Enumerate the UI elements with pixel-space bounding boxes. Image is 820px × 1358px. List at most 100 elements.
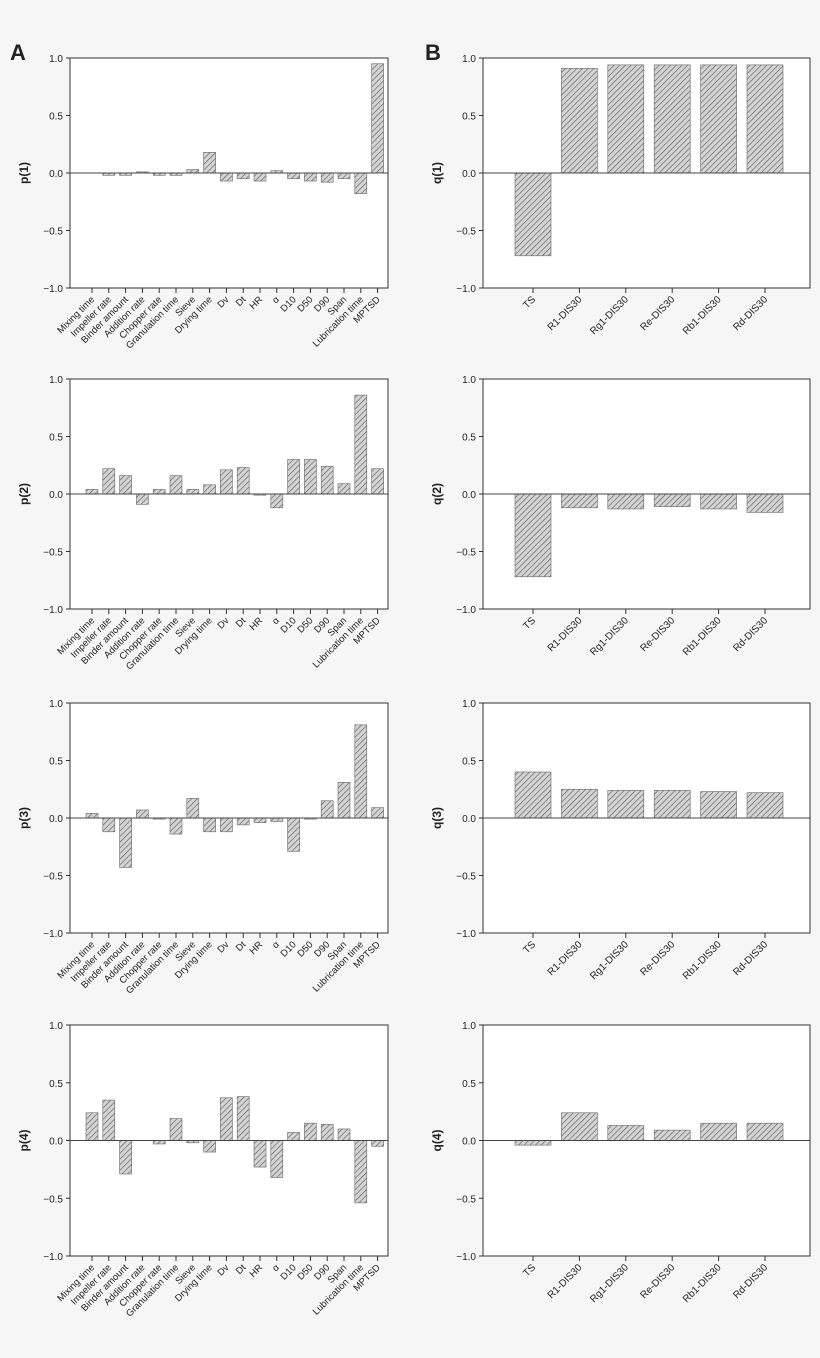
bar-d90 <box>320 800 334 819</box>
x-tick-label: Rd-DIS30 <box>731 294 770 333</box>
bar-re-dis30 <box>653 64 691 174</box>
bar-granulation-time <box>169 1118 183 1141</box>
bar-rg1-dis30 <box>607 64 645 174</box>
bar-dv <box>220 1097 233 1141</box>
y-tick-label: 0.0 <box>462 814 476 825</box>
bar-dv <box>220 469 233 495</box>
y-tick-label: 0.0 <box>462 169 476 180</box>
bar-rg1-dis30 <box>607 493 645 510</box>
bar-ts <box>514 493 552 578</box>
x-tick-label: Rd-DIS30 <box>731 939 770 978</box>
y-tick-label: 1.0 <box>49 699 63 710</box>
bar-granulation-time <box>169 817 183 835</box>
bar-binder-amount <box>119 817 132 868</box>
y-tick-label: −0.5 <box>456 227 476 238</box>
y-tick-label: −0.5 <box>43 227 63 238</box>
bar-dt <box>236 467 250 495</box>
x-tick-label: Rb1-DIS30 <box>681 294 724 337</box>
y-tick-label: 1.0 <box>462 54 476 65</box>
x-tick-label: D50 <box>295 615 315 635</box>
x-tick-label: TS <box>521 1262 538 1279</box>
bar-α <box>270 817 284 822</box>
bar-d90 <box>320 1124 334 1141</box>
y-tick-label: −0.5 <box>43 872 63 883</box>
x-tick-label: D10 <box>279 615 299 635</box>
y-tick-label: −1.0 <box>456 1252 476 1263</box>
bar-hr <box>253 1140 267 1168</box>
bar-mixing-time <box>85 489 99 495</box>
x-tick-label: Rg1-DIS30 <box>588 615 631 658</box>
bar-d10 <box>287 172 300 180</box>
x-tick-label: TS <box>521 294 538 311</box>
x-tick-label: Dt <box>234 294 249 309</box>
y-tick-label: 0.5 <box>49 433 63 444</box>
y-tick-label: 0.0 <box>49 1137 63 1148</box>
y-tick-label: −1.0 <box>43 284 63 295</box>
bar-r1-dis30 <box>561 493 598 509</box>
bar-d50 <box>304 172 317 182</box>
bar-rd-dis30 <box>746 64 784 174</box>
bar-span <box>337 782 351 819</box>
bar-span <box>337 172 351 180</box>
y-tick-label: 0.5 <box>49 112 63 123</box>
bar-drying-time <box>203 1140 216 1153</box>
bar-dt <box>236 817 250 826</box>
x-tick-label: Dv <box>216 1262 232 1278</box>
bar-r1-dis30 <box>561 68 598 174</box>
bar-re-dis30 <box>653 1129 691 1141</box>
bar-rb1-dis30 <box>700 64 737 174</box>
x-tick-label: Dt <box>234 615 249 630</box>
bar-dt <box>236 172 250 180</box>
bar-re-dis30 <box>653 790 691 819</box>
bar-lubrication-time <box>354 724 368 819</box>
bar-α <box>270 493 284 509</box>
y-tick-label: −1.0 <box>456 929 476 940</box>
bar-binder-amount <box>119 1140 132 1175</box>
chart-q(1): 1.0 0.5 0.0 −0.5 −1.0 q(1) TS R1-DIS30 Rg1-DIS30… <box>430 54 811 337</box>
bar-addition-rate <box>136 493 149 505</box>
bar-granulation-time <box>169 475 183 495</box>
bar-dv <box>220 172 233 182</box>
x-tick-label: HR <box>248 615 266 633</box>
y-tick-label: 0.0 <box>462 490 476 501</box>
bar-d90 <box>320 172 334 183</box>
x-tick-label: Rd-DIS30 <box>731 615 770 654</box>
bar-r1-dis30 <box>561 1112 598 1141</box>
bar-sieve <box>186 489 200 495</box>
y-tick-label: −1.0 <box>456 605 476 616</box>
bar-binder-amount <box>119 475 132 495</box>
panel-label-b: B <box>425 40 441 65</box>
y-tick-label: −0.5 <box>456 1194 476 1205</box>
y-tick-label: −1.0 <box>43 1252 63 1263</box>
bar-chopper-rate <box>152 489 166 495</box>
x-tick-label: Rg1-DIS30 <box>588 1262 631 1305</box>
x-tick-label: R1-DIS30 <box>546 939 585 978</box>
bar-d10 <box>287 1132 300 1141</box>
x-tick-label: Rb1-DIS30 <box>681 615 724 658</box>
chart-q(2): 1.0 0.5 0.0 −0.5 −1.0 q(2) TS R1-DIS30 Rg1-DIS30… <box>430 375 811 658</box>
bar-d10 <box>287 817 300 852</box>
bar-mixing-time <box>85 1112 99 1141</box>
bar-rb1-dis30 <box>700 1122 737 1141</box>
x-tick-label: Re-DIS30 <box>638 939 677 978</box>
y-tick-label: 1.0 <box>462 699 476 710</box>
bar-rd-dis30 <box>746 792 784 819</box>
bar-drying-time <box>203 152 216 174</box>
x-tick-label: Rd-DIS30 <box>731 1262 770 1301</box>
y-tick-label: 0.5 <box>462 112 476 123</box>
y-tick-label: 0.5 <box>462 757 476 768</box>
chart-q(4): 1.0 0.5 0.0 −0.5 −1.0 q(4) TS R1-DIS30 Rg1-DIS30… <box>430 1021 811 1305</box>
bar-drying-time <box>203 484 216 495</box>
y-axis-label: q(2) <box>430 483 444 505</box>
y-axis-label: q(4) <box>430 1130 444 1152</box>
bar-mptsd <box>371 807 384 819</box>
y-tick-label: 1.0 <box>462 1021 476 1032</box>
bar-mixing-time <box>85 813 99 819</box>
x-tick-label: TS <box>521 615 538 632</box>
y-tick-label: −1.0 <box>43 929 63 940</box>
bar-mptsd <box>371 63 384 174</box>
bar-drying-time <box>203 817 216 833</box>
x-tick-label: Rg1-DIS30 <box>588 939 631 982</box>
bar-span <box>337 483 351 495</box>
